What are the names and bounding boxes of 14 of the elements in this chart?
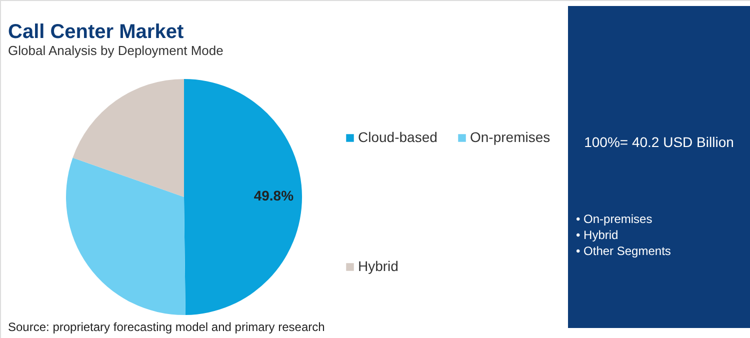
legend-label: Cloud-based: [358, 129, 438, 145]
chart-subtitle: Global Analysis by Deployment Mode: [8, 43, 224, 58]
source-note: Source: proprietary forecasting model and primary research: [8, 320, 325, 334]
pie-slice: [184, 79, 302, 315]
text: • Other Segments: [576, 244, 671, 258]
data-label: 49.8%: [254, 187, 294, 204]
chart-title: Call Center Market: [8, 21, 184, 43]
legend-label: Hybrid: [358, 258, 398, 274]
text: • On-premises: [576, 212, 652, 226]
legend-label: On-premises: [470, 129, 550, 145]
text: 100%= 40.2 USD Billion: [584, 134, 734, 150]
pie-slice: [72, 79, 184, 197]
pie-slice: [66, 158, 186, 315]
text: • Hybrid: [576, 228, 618, 242]
